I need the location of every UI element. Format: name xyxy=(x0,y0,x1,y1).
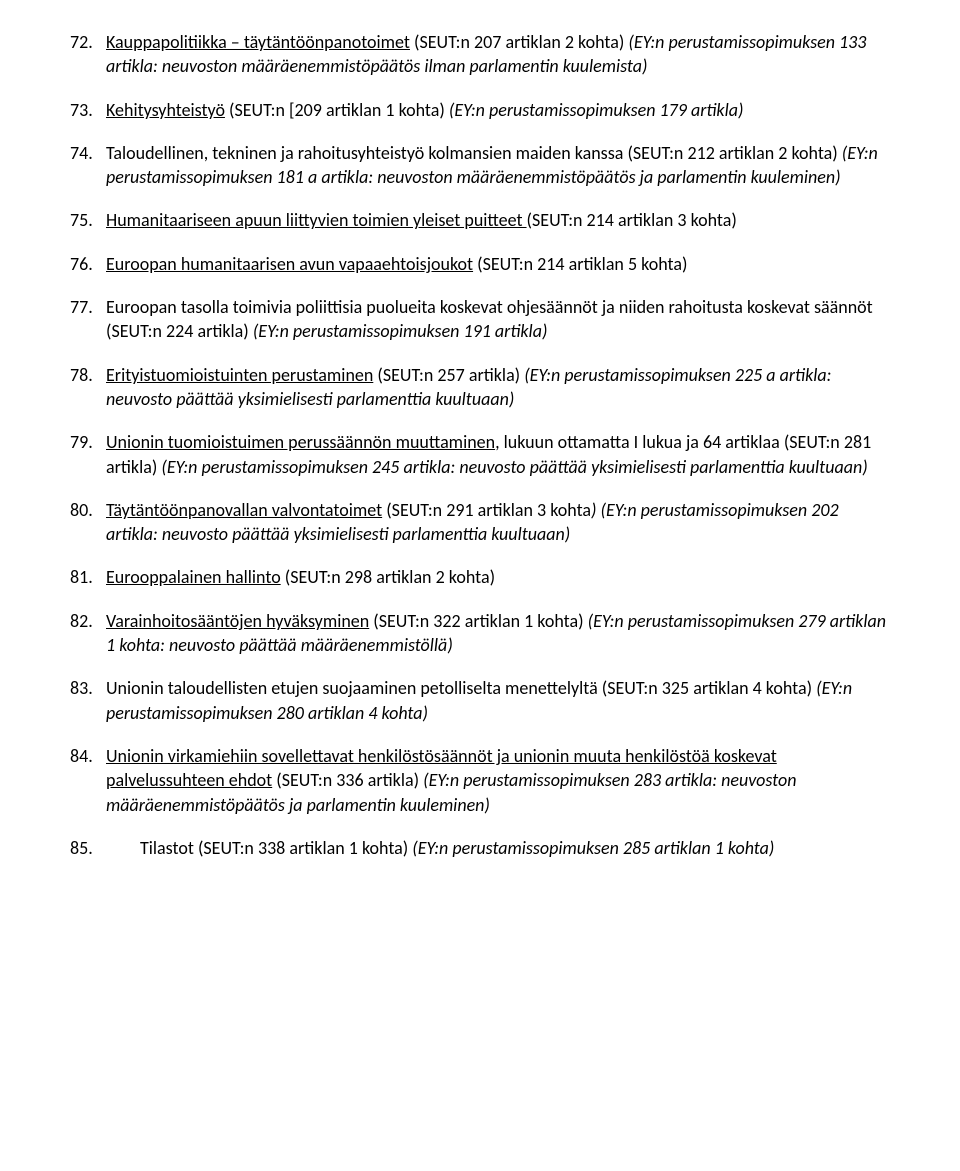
item-content: Unionin virkamiehiin sovellettavat henki… xyxy=(106,744,890,817)
item-content: Täytäntöönpanovallan valvontatoimet (SEU… xyxy=(106,498,890,547)
item-number: 82. xyxy=(70,609,106,658)
text-run: (SEUT:n [209 artiklan 1 kohta) xyxy=(225,99,449,121)
text-run: (EY:n perustamissopimuksen 285 artiklan … xyxy=(412,837,774,859)
item-number: 81. xyxy=(70,565,106,589)
item-content: Unionin tuomioistuimen perussäännön muut… xyxy=(106,430,890,479)
list-item: 75.Humanitaariseen apuun liittyvien toim… xyxy=(70,208,890,232)
numbered-list: 72.Kauppapolitiikka – täytäntöönpanotoim… xyxy=(70,30,890,860)
list-item: 74.Taloudellinen, tekninen ja rahoitusyh… xyxy=(70,141,890,190)
text-run: (SEUT:n 298 artiklan 2 kohta) xyxy=(281,566,495,588)
item-number: 80. xyxy=(70,498,106,547)
item-number: 75. xyxy=(70,208,106,232)
text-run: (SEUT:n 322 artiklan 1 kohta) xyxy=(369,610,587,632)
item-content: Kauppapolitiikka – täytäntöönpanotoimet … xyxy=(106,30,890,79)
list-item: 82.Varainhoitosääntöjen hyväksyminen (SE… xyxy=(70,609,890,658)
text-run: Kauppapolitiikka – täytäntöönpanotoimet xyxy=(106,31,410,53)
item-number: 76. xyxy=(70,252,106,276)
item-number: 74. xyxy=(70,141,106,190)
item-number: 73. xyxy=(70,98,106,122)
text-run: Kehitysyhteistyö xyxy=(106,99,225,121)
text-run: Unionin taloudellisten etujen suojaamine… xyxy=(106,677,816,699)
list-item: 72.Kauppapolitiikka – täytäntöönpanotoim… xyxy=(70,30,890,79)
item-content: Unionin taloudellisten etujen suojaamine… xyxy=(106,676,890,725)
text-run: Eurooppalainen hallinto xyxy=(106,566,281,588)
text-run: (SEUT:n 257 artikla) xyxy=(373,364,524,386)
item-content: Erityistuomioistuinten perustaminen (SEU… xyxy=(106,363,890,412)
text-run: (EY:n perustamissopimuksen 245 artikla: … xyxy=(161,456,867,478)
text-run: Taloudellinen, tekninen ja rahoitusyhtei… xyxy=(106,142,842,164)
text-run: (SEUT:n 214 artiklan 3 kohta) xyxy=(527,209,737,231)
item-content: Euroopan tasolla toimivia poliittisia pu… xyxy=(106,295,890,344)
item-number: 72. xyxy=(70,30,106,79)
text-run: (SEUT:n 336 artikla) xyxy=(272,769,423,791)
item-content: Euroopan humanitaarisen avun vapaaehtois… xyxy=(106,252,890,276)
list-item: 81.Eurooppalainen hallinto (SEUT:n 298 a… xyxy=(70,565,890,589)
list-item: 83.Unionin taloudellisten etujen suojaam… xyxy=(70,676,890,725)
item-number: 84. xyxy=(70,744,106,817)
text-run: (SEUT:n 214 artiklan 5 kohta) xyxy=(473,253,687,275)
text-run: (EY:n perustamissopimuksen 191 artikla) xyxy=(253,320,548,342)
item-content: Kehitysyhteistyö (SEUT:n [209 artiklan 1… xyxy=(106,98,890,122)
list-item: 84.Unionin virkamiehiin sovellettavat he… xyxy=(70,744,890,817)
list-item: 78.Erityistuomioistuinten perustaminen (… xyxy=(70,363,890,412)
list-item: 76.Euroopan humanitaarisen avun vapaaeht… xyxy=(70,252,890,276)
text-run: Täytäntöönpanovallan valvontatoimet xyxy=(106,499,382,521)
item-content: Taloudellinen, tekninen ja rahoitusyhtei… xyxy=(106,141,890,190)
item-number: 85. xyxy=(70,836,140,860)
item-content: Eurooppalainen hallinto (SEUT:n 298 arti… xyxy=(106,565,890,589)
list-item: 85.Tilastot (SEUT:n 338 artiklan 1 kohta… xyxy=(70,836,890,860)
text-run: (SEUT:n 291 artiklan 3 kohta xyxy=(382,499,591,521)
list-item: 73.Kehitysyhteistyö (SEUT:n [209 artikla… xyxy=(70,98,890,122)
item-number: 79. xyxy=(70,430,106,479)
text-run: Unionin tuomioistuimen perussäännön muut… xyxy=(106,431,495,453)
text-run: Varainhoitosääntöjen hyväksyminen xyxy=(106,610,369,632)
text-run: Erityistuomioistuinten perustaminen xyxy=(106,364,373,386)
list-item: 80.Täytäntöönpanovallan valvontatoimet (… xyxy=(70,498,890,547)
item-number: 77. xyxy=(70,295,106,344)
text-run: Tilastot (SEUT:n 338 artiklan 1 kohta) xyxy=(140,837,412,859)
item-number: 83. xyxy=(70,676,106,725)
text-run: (EY:n perustamissopimuksen 179 artikla) xyxy=(449,99,744,121)
text-run: Euroopan humanitaarisen avun vapaaehtois… xyxy=(106,253,473,275)
item-number: 78. xyxy=(70,363,106,412)
list-item: 79.Unionin tuomioistuimen perussäännön m… xyxy=(70,430,890,479)
item-content: Humanitaariseen apuun liittyvien toimien… xyxy=(106,208,890,232)
text-run: Humanitaariseen apuun liittyvien toimien… xyxy=(106,209,527,231)
text-run: (SEUT:n 207 artiklan 2 kohta) xyxy=(410,31,628,53)
list-item: 77.Euroopan tasolla toimivia poliittisia… xyxy=(70,295,890,344)
item-content: Varainhoitosääntöjen hyväksyminen (SEUT:… xyxy=(106,609,890,658)
item-content: Tilastot (SEUT:n 338 artiklan 1 kohta) (… xyxy=(140,836,890,860)
